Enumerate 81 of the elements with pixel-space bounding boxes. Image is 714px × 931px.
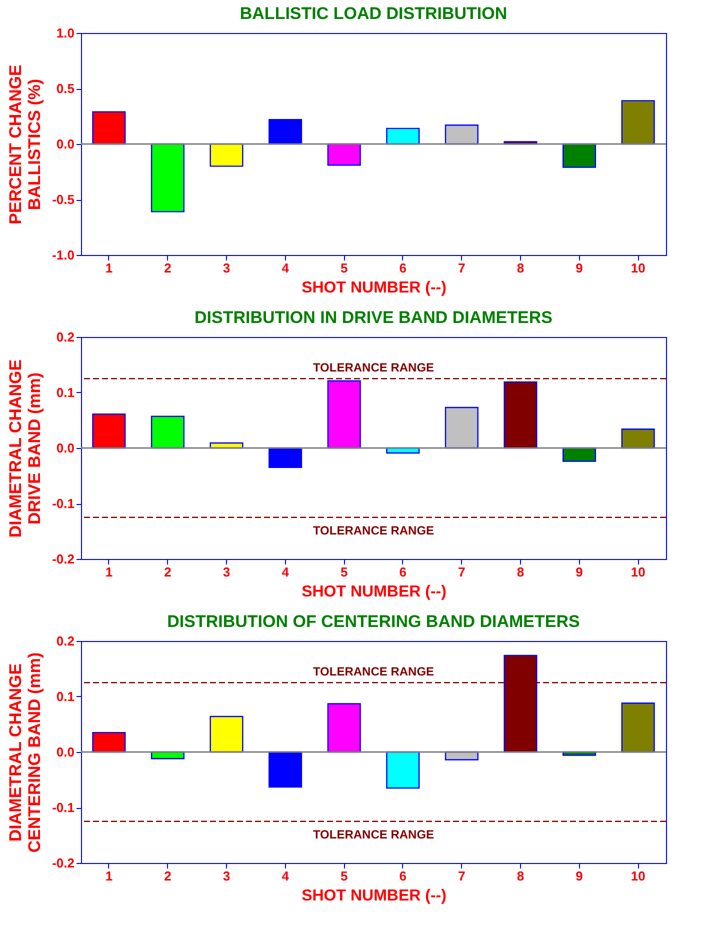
x-tick-label: 8 [516,868,524,884]
y-tick-label: 0.2 [56,634,74,648]
x-tick-label: 2 [164,260,172,276]
x-tick-label: 6 [399,868,407,884]
x-tick-label: 5 [340,564,348,580]
bar [444,406,478,449]
x-tick-label: 2 [164,564,172,580]
bar [621,702,655,753]
ref-line-label: TOLERANCE RANGE [312,827,434,842]
y-tick-label: -0.1 [52,800,74,815]
ref-line-label: TOLERANCE RANGE [312,523,434,538]
y-tick-label: 0.0 [56,744,74,760]
bar [562,447,596,462]
x-tick-label: 5 [340,260,348,276]
bar [92,414,126,449]
bar [327,380,361,449]
x-tick-label: 7 [458,868,466,884]
x-axis-title: SHOT NUMBER (--) [302,280,446,296]
y-axis-title: DIAMETRAL CHANGE DRIVE BAND (mm) [6,359,44,538]
x-tick-label: 5 [340,868,348,884]
x-tick-label: 10 [630,260,646,276]
x-tick-label: 10 [630,564,646,580]
x-tick-label: 9 [576,260,583,276]
bar [150,143,184,212]
x-tick-label: 6 [399,564,407,580]
x-tick-label: 9 [576,868,583,884]
y-tick-label: 0.1 [56,385,74,400]
y-tick-label: -0.5 [52,192,74,207]
bar [210,143,244,167]
chart-title: BALLISTIC LOAD DISTRIBUTION [240,4,508,23]
bar [92,111,126,145]
ref-line-label: TOLERANCE RANGE [312,664,434,679]
x-tick-label: 10 [630,868,646,884]
x-axis-title: SHOT NUMBER (--) [302,584,446,600]
y-tick-label: -0.1 [52,496,74,511]
bar [327,143,361,166]
y-tick-label: 0.5 [56,81,74,96]
y-tick-label: 0.0 [56,136,74,152]
x-tick-label: 1 [105,868,113,884]
bar [268,447,302,468]
x-tick-label: 8 [516,260,524,276]
x-tick-label: 4 [282,868,290,884]
x-tick-label: 4 [282,260,290,276]
bar [210,716,244,753]
x-tick-label: 3 [222,564,230,580]
x-tick-label: 2 [164,868,172,884]
y-axis-title: DIAMETRAL CHANGE CENTERING BAND (mm) [6,652,44,853]
x-tick-label: 9 [576,564,583,580]
y-tick-label: 1.0 [56,26,74,40]
y-tick-label: -1.0 [52,248,74,262]
y-tick-label: 0.2 [56,330,74,344]
x-tick-label: 1 [105,564,113,580]
x-tick-label: 4 [282,564,290,580]
y-tick-label: -0.2 [52,856,74,870]
bar [268,118,302,145]
bar [562,143,596,168]
x-tick-label: 7 [458,564,466,580]
x-tick-label: 1 [105,260,113,276]
chart-title: DISTRIBUTION IN DRIVE BAND DIAMETERS [194,308,552,327]
y-axis-title: PERCENT CHANGE BALLISTICS (%) [6,64,44,224]
bar [386,128,420,145]
y-tick-label: 0.0 [56,440,74,456]
y-tick-label: -0.2 [52,552,74,566]
x-tick-label: 8 [516,564,524,580]
y-tick-label: 0.1 [56,689,74,704]
x-axis-title: SHOT NUMBER (--) [302,888,446,904]
bar [621,100,655,145]
bar [268,751,302,788]
bar [504,381,538,449]
x-tick-label: 3 [222,868,230,884]
ref-line-label: TOLERANCE RANGE [312,360,434,375]
bar [444,124,478,145]
bar [150,416,184,449]
chart-title: DISTRIBUTION OF CENTERING BAND DIAMETERS [167,612,580,631]
x-tick-label: 6 [399,260,407,276]
bar [386,751,420,789]
bar [327,703,361,753]
bar [92,732,126,753]
x-tick-label: 7 [458,260,466,276]
bar [621,428,655,449]
x-tick-label: 3 [222,260,230,276]
